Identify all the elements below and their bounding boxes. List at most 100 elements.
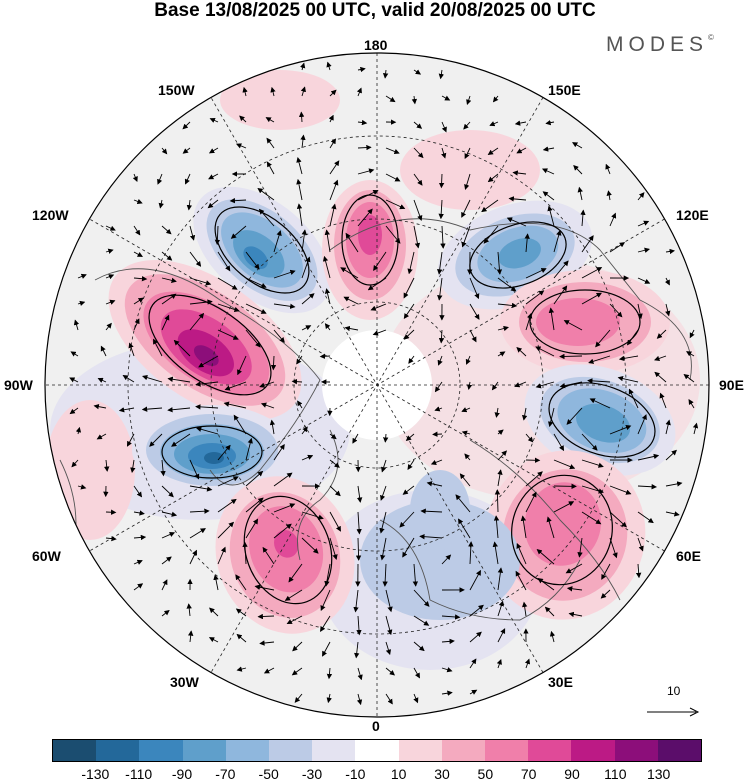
wind-arrow xyxy=(301,293,315,305)
wind-arrow xyxy=(301,454,314,461)
wind-arrow xyxy=(497,469,503,487)
wind-arrow xyxy=(186,603,192,617)
wind-arrow xyxy=(637,453,660,461)
lon-label-0: 0 xyxy=(372,718,380,734)
map-border xyxy=(44,52,710,718)
wind-arrow xyxy=(380,485,387,501)
wind-arrow xyxy=(659,392,667,409)
wind-arrow xyxy=(319,353,331,360)
wind-arrow xyxy=(568,611,583,618)
wind-arrow xyxy=(300,62,306,71)
wind-arrow xyxy=(413,615,430,626)
wind-arrow xyxy=(665,248,675,255)
wind-arrow xyxy=(345,232,359,253)
wind-arrow xyxy=(273,472,293,487)
wind-arrow xyxy=(420,508,443,514)
colorbar-tick-label: 30 xyxy=(434,766,450,782)
wind-arrow xyxy=(497,600,504,617)
wind-arrow xyxy=(413,173,423,186)
wind-arrow xyxy=(609,303,623,318)
wind-arrow xyxy=(273,329,285,343)
wind-arrow xyxy=(469,329,477,343)
wind-arrow xyxy=(525,312,533,331)
wind-arrow xyxy=(542,191,555,201)
wind-arrow xyxy=(214,225,221,246)
wind-arrow xyxy=(520,515,527,539)
wind-arrow xyxy=(130,459,136,473)
wind-arrow xyxy=(432,431,443,437)
wind-arrow xyxy=(437,355,443,366)
colorbar-swatch-3 xyxy=(182,740,226,761)
wind-arrow xyxy=(438,199,444,220)
wind-arrow xyxy=(182,121,191,130)
wind-arrow xyxy=(494,489,501,513)
wind-arrow xyxy=(105,274,115,280)
wind-arrow xyxy=(413,69,422,75)
wind-arrow xyxy=(382,69,389,79)
wind-arrow xyxy=(288,563,303,583)
wind-arrow xyxy=(273,230,282,253)
wind-arrow xyxy=(189,299,213,305)
wind-arrow xyxy=(161,532,176,539)
colorbar-tick-label: -10 xyxy=(345,766,366,782)
wind-arrow xyxy=(537,577,555,591)
wind-arrow xyxy=(464,453,471,461)
wind-arrow xyxy=(122,375,135,383)
wind-arrow xyxy=(464,147,471,160)
wind-arrow xyxy=(483,225,499,244)
lon-label-60w: 60W xyxy=(32,548,61,564)
wind-arrow xyxy=(441,667,453,673)
wind-arrow xyxy=(133,276,148,282)
wind-arrow xyxy=(263,667,275,674)
wind-arrow xyxy=(269,419,276,435)
wind-arrow xyxy=(553,229,562,253)
wind-arrow xyxy=(411,95,418,105)
wind-arrow xyxy=(441,147,447,159)
wind-arrow xyxy=(132,173,138,183)
lon-label-120e: 120E xyxy=(676,207,709,223)
wind-arrow xyxy=(637,220,650,227)
wind-arrow xyxy=(260,402,275,409)
wind-arrow xyxy=(496,251,503,275)
colorbar-swatch-14 xyxy=(657,740,702,761)
wind-arrow xyxy=(229,197,247,204)
lon-label-150w: 150W xyxy=(158,82,195,98)
wind-arrow xyxy=(357,144,372,151)
colorbar-swatch-10 xyxy=(485,740,529,761)
chart-title: Base 13/08/2025 00 UTC, valid 20/08/2025… xyxy=(154,0,596,21)
wind-arrow xyxy=(469,658,477,669)
wind-arrow xyxy=(492,541,499,565)
anomaly-neg-20e xyxy=(360,470,520,620)
wind-arrow xyxy=(379,511,387,534)
wind-arrow xyxy=(600,589,611,599)
wind-arrow xyxy=(441,690,453,696)
wind-arrow xyxy=(487,173,499,183)
wind-arrow xyxy=(637,537,644,552)
wind-arrow xyxy=(105,225,116,231)
wind-arrow xyxy=(133,534,147,541)
wind-arrow xyxy=(257,187,275,201)
wind-arrow xyxy=(273,503,296,513)
wind-arrow xyxy=(468,541,474,565)
wind-arrow xyxy=(161,225,172,235)
wind-arrow xyxy=(587,378,611,384)
wind-arrow xyxy=(224,381,247,391)
wind-arrow xyxy=(441,614,461,620)
wind-arrow xyxy=(547,205,555,227)
wind-arrow xyxy=(353,589,359,613)
wind-arrow xyxy=(463,121,471,130)
wind-arrow xyxy=(173,339,191,357)
wind-arrow xyxy=(581,235,594,253)
wind-arrow xyxy=(491,381,499,391)
wind-arrow xyxy=(259,640,275,646)
wind-arrow xyxy=(541,168,555,175)
wind-arrow xyxy=(535,346,555,357)
wind-arrow xyxy=(605,163,611,175)
wind-arrow xyxy=(385,225,401,244)
wind-arrow xyxy=(213,574,219,591)
wind-arrow xyxy=(357,66,366,73)
wind-arrow xyxy=(133,510,145,516)
wind-arrow xyxy=(525,491,537,513)
wind-arrow xyxy=(296,355,303,365)
brand-logo: MODES© xyxy=(606,33,714,57)
